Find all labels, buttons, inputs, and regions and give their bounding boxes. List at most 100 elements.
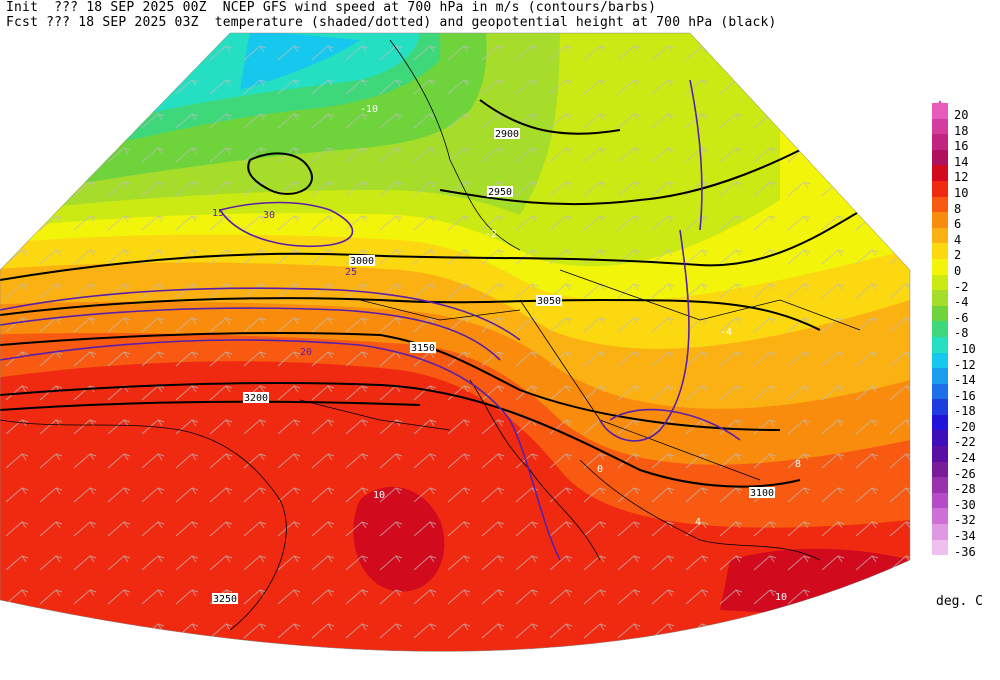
wind-label: 15 [212,208,224,219]
height-label: 3250 [213,594,237,605]
wind-label: 30 [263,210,275,221]
legend-row: 20 [928,103,998,122]
legend-label: -10 [954,341,976,356]
legend-row: 0 [928,258,998,278]
legend-label: -4 [954,295,969,310]
legend-row: -36 [928,539,998,559]
legend-swatch [932,524,948,540]
legend-row: -12 [928,352,998,372]
legend-swatch [932,477,948,493]
legend-row: 10 [928,180,998,200]
legend-swatch [932,212,948,228]
height-label: 2950 [488,187,512,198]
legend-swatch [932,290,948,306]
legend-row: -4 [928,290,998,310]
init-time-header: Init ??? 18 SEP 2025 00Z NCEP GFS wind s… [6,0,657,15]
temp-label: 0 [597,464,603,475]
legend-swatch [932,430,948,447]
legend-label: -6 [954,310,969,325]
legend-row: 8 [928,196,998,216]
color-legend: 20 18 16 14 12 10 8 6 4 2 0 -2 -4 -6 -8 -10 -12 -14 -16 -18… [928,103,998,559]
legend-swatch [932,180,948,197]
temp-label: 10 [775,592,787,603]
height-label: 3150 [411,343,435,354]
legend-swatch [932,274,948,291]
wind-label: 20 [300,347,312,358]
legend-row: 6 [928,212,998,232]
legend-row: -10 [928,336,998,356]
temp-label: 10 [373,490,385,501]
legend-swatch [932,539,948,556]
legend-label: -22 [954,435,976,450]
legend-row: -14 [928,368,998,387]
legend-label: 20 [954,108,969,122]
height-contours [0,99,881,488]
height-label: 3000 [350,256,374,267]
legend-row: -6 [928,305,998,325]
legend-label: -34 [954,529,976,544]
temp-label: -10 [360,104,378,115]
legend-label: -36 [954,544,976,559]
legend-swatch [932,165,948,181]
legend-row: 18 [928,118,998,138]
height-label: 2900 [495,129,519,140]
legend-label: 2 [954,248,962,263]
legend-row: -8 [928,321,998,341]
height-label: 3100 [750,488,774,499]
legend-row: -28 [928,477,998,497]
legend-swatch [932,336,948,353]
legend-row: -20 [928,414,998,434]
legend-row: -34 [928,524,998,544]
legend-swatch [932,461,948,478]
legend-label: 14 [954,154,969,169]
legend-units: deg. C [936,594,983,609]
legend-label: 18 [954,123,969,138]
legend-row: 12 [928,165,998,185]
legend-label: 6 [954,217,962,232]
legend-row: 4 [928,227,998,247]
wind-contours [0,79,741,561]
legend-swatch [932,134,948,150]
height-label: 3050 [537,296,561,307]
legend-swatch [932,492,948,509]
legend-label: -8 [954,326,969,341]
legend-label: -26 [954,466,976,481]
legend-label: 8 [954,201,962,216]
coastlines [0,39,861,631]
legend-label: -2 [954,279,969,294]
wind-label: 25 [345,267,357,278]
legend-swatch [932,196,948,213]
legend-label: -32 [954,513,976,528]
legend-label: 12 [954,170,969,185]
legend-row: -18 [928,399,998,419]
legend-swatch [932,305,948,322]
legend-swatch [932,321,948,337]
legend-swatch [932,446,948,462]
legend-label: -18 [954,404,976,419]
legend-row: 14 [928,149,998,169]
legend-swatch [932,399,948,415]
legend-row: -22 [928,430,998,450]
legend-label: -16 [954,388,976,403]
temp-label: 8 [795,459,801,470]
legend-row: -16 [928,383,998,403]
legend-swatch [932,383,948,400]
legend-swatch [932,243,948,259]
temp-label: 4 [695,517,701,528]
legend-label: 16 [954,139,969,154]
legend-row: 16 [928,134,998,154]
legend-label: -12 [954,357,976,372]
forecast-time-header: Fcst ??? 18 SEP 2025 03Z temperature (sh… [6,15,777,30]
legend-label: 4 [954,232,962,247]
legend-swatch [932,118,948,135]
legend-swatch [932,508,948,525]
legend-row: -24 [928,446,998,465]
legend-label: -28 [954,482,976,497]
legend-swatch [932,149,948,166]
legend-swatch [932,227,948,244]
legend-row: 2 [928,243,998,263]
legend-label: -30 [954,497,976,512]
map-labels: 2900 2950 3000 3050 3100 3150 3200 3250 … [212,104,801,605]
